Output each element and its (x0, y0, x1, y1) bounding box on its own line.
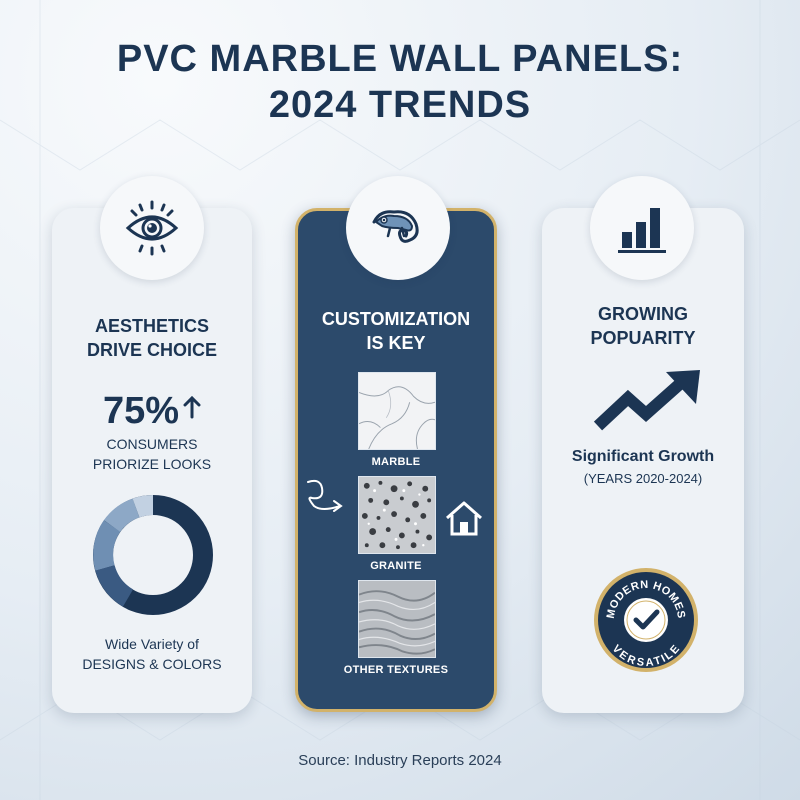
aesthetics-card (52, 208, 252, 713)
bar-chart-icon-circle (590, 176, 694, 280)
donut-chart-icon (93, 495, 213, 615)
eye-icon (125, 200, 179, 256)
designs-caption: Wide Variety of DESIGNS & COLORS (82, 636, 222, 672)
other-texture (358, 580, 436, 658)
page-title: PVC MARBLE WALL PANELS: 2024 TRENDS (116, 38, 684, 126)
growth-years: (YEARS 2020-2024) (583, 471, 703, 486)
modern-homes-badge: MODERN HOMES VERSATILE (594, 568, 698, 672)
popularity-heading: GROWING POPUARITY (590, 304, 696, 348)
aesthetics-heading: AESTHETICS DRIVE CHOICE (86, 316, 218, 360)
stat-label: CONSUMERS PRIORIZE LOOKS (92, 436, 212, 472)
arrow-up-icon (183, 395, 201, 419)
eye-icon-circle (100, 176, 204, 280)
customization-heading: CUSTOMIZATION IS KEY (321, 309, 471, 353)
bar-chart-icon (618, 208, 666, 253)
stat-value: 75% (102, 390, 180, 432)
marble-label: MARBLE (371, 456, 421, 468)
source-caption: Source: Industry Reports 2024 (298, 752, 502, 769)
trend-up-arrow-icon (593, 370, 700, 431)
growth-title: Significant Growth (571, 448, 715, 465)
chameleon-icon (372, 210, 419, 243)
granite-texture (358, 476, 436, 554)
squiggle-arrow-icon (307, 479, 343, 512)
house-icon (446, 501, 482, 536)
chameleon-icon-circle (346, 176, 450, 280)
checkmark-icon (633, 609, 660, 630)
stat-row: 75% (52, 390, 252, 433)
marble-texture (358, 372, 436, 450)
granite-label: GRANITE (370, 560, 422, 572)
other-textures-label: OTHER TEXTURES (343, 664, 449, 676)
